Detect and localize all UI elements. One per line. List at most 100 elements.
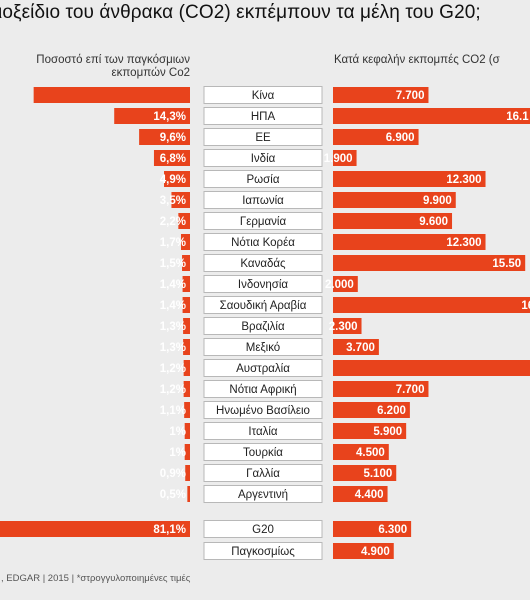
- share-bar: [185, 465, 190, 481]
- category-box: [203, 212, 323, 230]
- per-capita-label: 5.900: [373, 426, 402, 438]
- share-label: 1,3%: [160, 321, 186, 333]
- share-bar: [187, 486, 190, 502]
- category-label: G20: [252, 524, 274, 536]
- category-label: Ρωσία: [247, 174, 280, 186]
- per-capita-bar: [333, 318, 362, 334]
- per-capita-label: 2.300: [329, 321, 358, 333]
- category-box: [203, 254, 323, 272]
- category-label: Γερμανία: [240, 216, 287, 228]
- share-label: 1%: [169, 447, 186, 459]
- per-capita-bar: [333, 543, 394, 559]
- source-footer: , EDGAR | 2015 | *στρογγυλοποιημένες τιμ…: [1, 573, 191, 584]
- per-capita-label: 16.1: [506, 111, 529, 123]
- per-capita-label: 12.300: [446, 237, 481, 249]
- share-label: 9,6%: [160, 132, 186, 144]
- category-box: [203, 485, 323, 503]
- per-capita-bar: [333, 444, 389, 460]
- category-box: [203, 520, 323, 538]
- category-label: Μεξικό: [246, 342, 280, 354]
- per-capita-bar: [333, 402, 410, 418]
- per-capita-bar: [333, 171, 486, 187]
- per-capita-bar: [333, 423, 407, 439]
- category-label: Καναδάς: [240, 258, 286, 270]
- share-label: 4,9%: [160, 174, 186, 186]
- share-bar: [33, 87, 191, 103]
- per-capita-label: 7.700: [396, 384, 425, 396]
- per-capita-bar: [333, 465, 397, 481]
- category-label: Αυστραλία: [236, 363, 290, 375]
- category-box: [203, 275, 323, 293]
- per-capita-bar: [333, 129, 419, 145]
- category-box: [203, 380, 323, 398]
- per-capita-label: 7.700: [396, 90, 425, 102]
- category-label: Σαουδική Αραβία: [220, 300, 307, 312]
- share-bar: [183, 339, 190, 355]
- share-bar: [164, 171, 190, 187]
- per-capita-bar: [333, 213, 453, 229]
- per-capita-label: 3.700: [346, 342, 375, 354]
- category-box: [203, 317, 323, 335]
- per-capita-bar: [333, 360, 530, 376]
- share-label: 0,5%: [160, 489, 186, 501]
- per-capita-label: 12.300: [446, 174, 481, 186]
- per-capita-bar: [333, 521, 412, 537]
- category-label: Ηνωμένο Βασίλειο: [216, 405, 310, 417]
- share-bar: [182, 255, 190, 271]
- category-box: [203, 86, 323, 104]
- share-bar: [184, 444, 190, 460]
- share-label: 3,5%: [160, 195, 186, 207]
- per-capita-label: 2.000: [325, 279, 354, 291]
- share-bar: [183, 318, 190, 334]
- co2-chart: Κίνα 7.700 14,3% ΗΠΑ 16.1 9,6% ΕΕ 6.900 6,8% Ινδί…: [0, 86, 530, 560]
- category-box: [203, 191, 323, 209]
- share-label: 1%: [169, 426, 186, 438]
- category-box: [203, 401, 323, 419]
- per-capita-bar: [333, 87, 429, 103]
- share-label: 81,1%: [153, 524, 186, 536]
- share-label: 1,3%: [160, 342, 186, 354]
- category-label: ΕΕ: [255, 132, 271, 144]
- category-label: Τουρκία: [243, 447, 283, 459]
- share-label: 1,2%: [160, 363, 186, 375]
- per-capita-label: 16.: [521, 300, 530, 312]
- category-box: [203, 233, 323, 251]
- per-capita-label: 6.200: [377, 405, 406, 417]
- category-label: Νότια Αφρική: [229, 384, 296, 396]
- category-box: [203, 338, 323, 356]
- category-label: ΗΠΑ: [251, 111, 276, 123]
- share-label: 1,2%: [160, 384, 186, 396]
- per-capita-bar: [333, 108, 530, 124]
- per-capita-bar: [333, 297, 530, 313]
- share-bar: [183, 381, 190, 397]
- category-label: Γαλλία: [246, 468, 280, 480]
- per-capita-bar: [333, 339, 379, 355]
- share-bar: [182, 297, 190, 313]
- category-box: [203, 542, 323, 560]
- per-capita-label: 9.900: [423, 195, 452, 207]
- category-label: Κίνα: [252, 90, 275, 102]
- category-box: [203, 107, 323, 125]
- share-bar: [114, 108, 190, 124]
- category-box: [203, 170, 323, 188]
- share-bar: [178, 213, 190, 229]
- per-capita-label: 4.900: [361, 546, 390, 558]
- chart-title: ιοξείδιο του άνθρακα (CO2) εκπέμπουν τα …: [0, 2, 481, 23]
- per-capita-label: 4.400: [355, 489, 384, 501]
- category-box: [203, 296, 323, 314]
- share-bar: [153, 150, 190, 166]
- category-label: Ιταλία: [248, 426, 278, 438]
- share-label: 1,5%: [160, 258, 186, 270]
- share-bar: [183, 360, 190, 376]
- share-label: 6,8%: [160, 153, 186, 165]
- per-capita-label: 15.50: [492, 258, 521, 270]
- share-label: 1,1%: [160, 405, 186, 417]
- category-label: Παγκοσμίως: [231, 546, 295, 558]
- category-box: [203, 422, 323, 440]
- per-capita-label: 6.900: [386, 132, 415, 144]
- share-bar: [0, 521, 190, 537]
- per-capita-bar: [333, 276, 358, 292]
- per-capita-bar: [333, 150, 357, 166]
- share-bar: [184, 423, 190, 439]
- share-bar: [180, 234, 190, 250]
